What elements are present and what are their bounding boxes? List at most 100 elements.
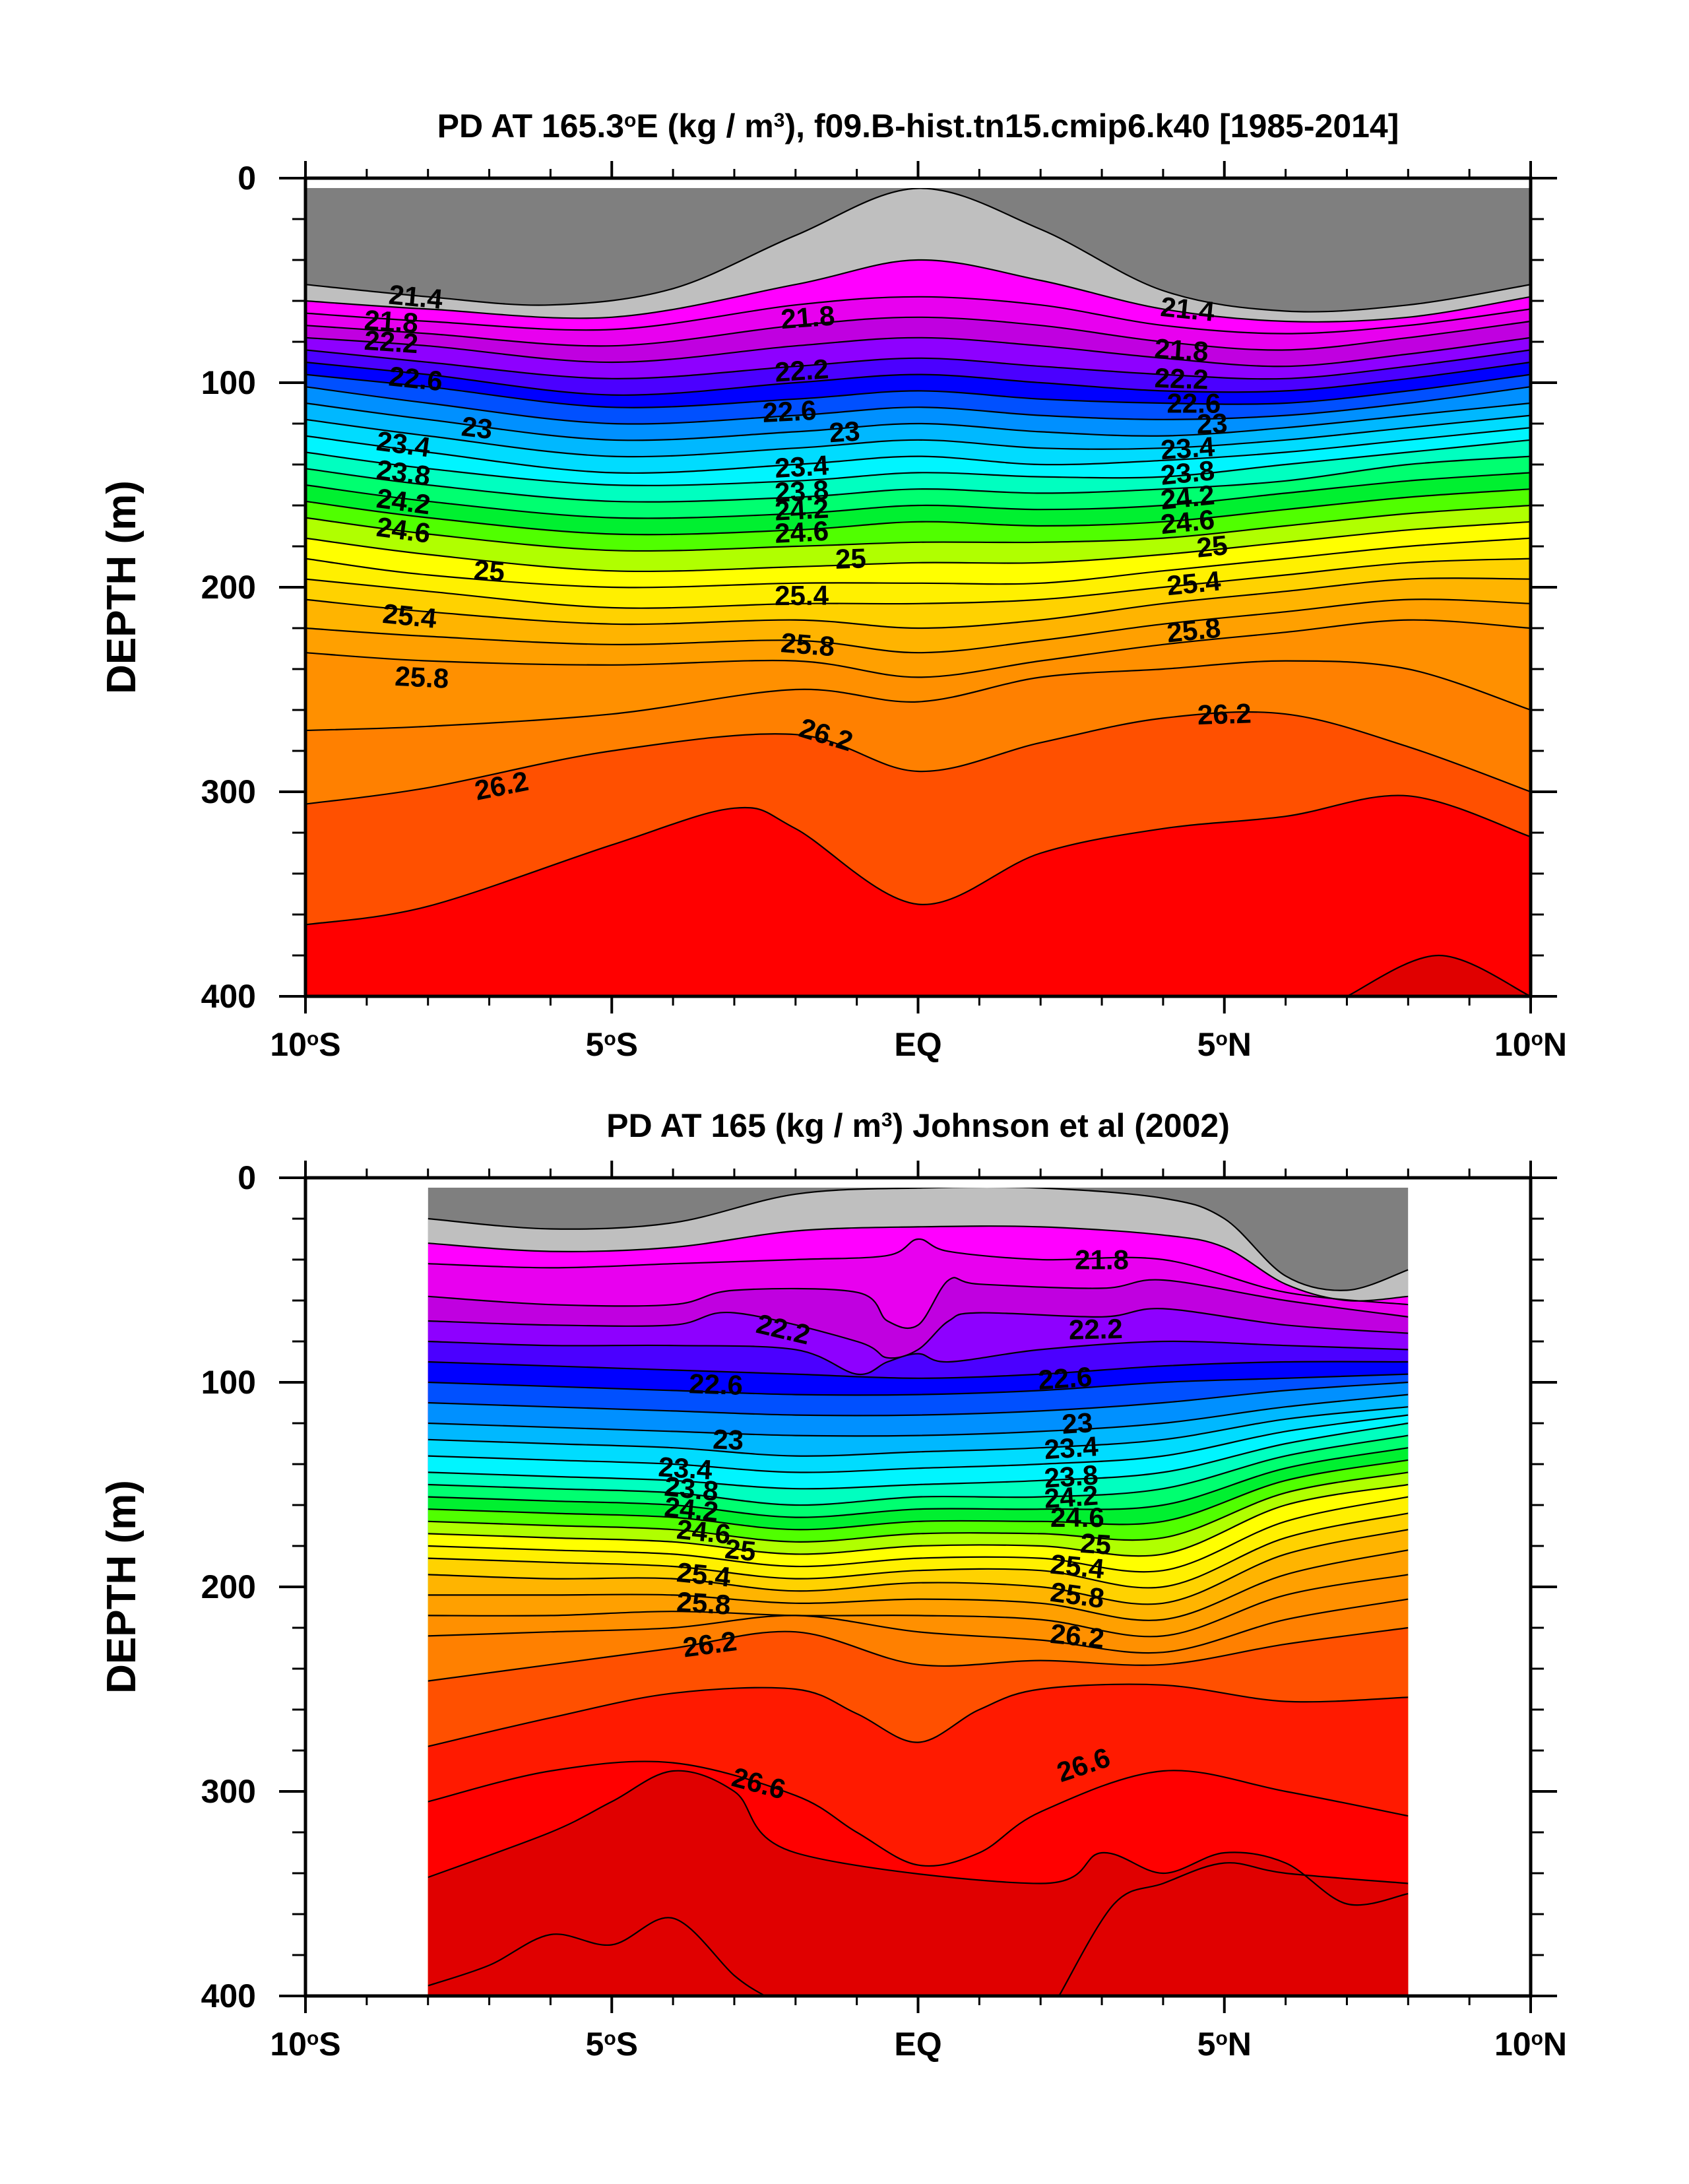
contour-label: 24.2 [375, 482, 432, 520]
x-tick-label: EQ [894, 2026, 941, 2063]
contour-line-23.8 [428, 1422, 1409, 1490]
contour-label: 25.4 [676, 1557, 733, 1593]
contour-line-22.4 [428, 1340, 1409, 1376]
x-tick-label: 10oN [1494, 1026, 1567, 1063]
contour-line-24.4 [305, 488, 1531, 536]
y-tick-label: 100 [201, 364, 256, 401]
contour-label: 24.6 [676, 1514, 732, 1550]
contour-label: 23.4 [657, 1451, 713, 1485]
contour-line-22.2 [305, 337, 1531, 368]
contour-label: 24.6 [1159, 503, 1216, 540]
contour-line-21.8 [305, 296, 1531, 335]
contour-line-26.0 [305, 660, 1531, 732]
x-tick-label: 10oS [270, 1026, 340, 1063]
contour-line-24.0 [305, 455, 1531, 503]
y-axis-title: DEPTH (m) [99, 1480, 144, 1694]
contour-line-21.4 [428, 1188, 1409, 1291]
contour-label: 23 [1061, 1407, 1094, 1440]
x-tick-label: 5oS [586, 2026, 639, 2063]
contour-line-25.4 [428, 1529, 1409, 1605]
y-tick-label: 0 [238, 1159, 256, 1196]
contour-line-25.4 [305, 577, 1531, 629]
contour-line-26.4 [428, 1683, 1409, 1747]
contour-label: 25.8 [780, 627, 836, 662]
axes: 10oS 5oS EQ 5oN 10oN 0 100 200 300 400 DEPTH (m) [99, 160, 1567, 1063]
contour-label: 26.2 [681, 1625, 738, 1663]
contour-label: 22.6 [761, 395, 817, 428]
x-tick-label: 5oN [1197, 2026, 1252, 2063]
x-tick-label: 5oN [1197, 1026, 1252, 1063]
contour-label: 23.8 [1043, 1459, 1099, 1493]
contour-band-27.0 [428, 1917, 765, 1996]
contour-line-24.8 [428, 1483, 1409, 1557]
contour-line-23.4 [305, 414, 1531, 458]
x-tick-label: 5oS [586, 1026, 639, 1063]
y-tick-label: 0 [238, 160, 256, 197]
contour-field [428, 1188, 1409, 1996]
contour-label: 25 [724, 1533, 757, 1566]
contour-label: 25.8 [1165, 612, 1222, 649]
contour-label: 21.8 [1075, 1244, 1129, 1275]
contour-line-24.6 [305, 504, 1531, 552]
contour-line-26.2 [428, 1626, 1409, 1682]
contour-label: 22.6 [1166, 388, 1221, 419]
contour-line-24.2 [305, 472, 1531, 519]
contour-line-27.0 [1347, 954, 1531, 996]
contour-line-25.2 [305, 558, 1531, 609]
x-tick-label: 10oS [270, 2026, 340, 2063]
contour-label: 25.4 [381, 598, 439, 634]
contour-label: 24.6 [375, 511, 432, 548]
contour-label: 25 [1195, 529, 1229, 563]
x-tick-label: EQ [894, 1026, 941, 1063]
contour-line-27.0 [1058, 1862, 1409, 1996]
contour-line-21.6 [305, 259, 1531, 323]
contour-line-23.2 [305, 402, 1531, 441]
contour-label: 22.2 [364, 325, 420, 359]
contour-line-27.0 [428, 1917, 766, 1996]
contour-label: 23 [713, 1424, 744, 1456]
contour-label: 25.8 [1048, 1576, 1106, 1614]
contour-label: 24.6 [774, 515, 829, 549]
contour-line-21.8 [428, 1238, 1409, 1306]
contour-label: 23.4 [774, 449, 830, 484]
y-tick-label: 200 [201, 1568, 256, 1605]
contour-line-23.0 [428, 1381, 1409, 1417]
contour-band-27.0 [1059, 1863, 1409, 1996]
contour-label: 23 [828, 415, 861, 448]
contour-band-27.0 [1347, 955, 1531, 996]
contour-field [305, 188, 1531, 996]
contour-line-25.2 [428, 1512, 1409, 1589]
contour-line-22.4 [305, 349, 1531, 380]
contour-label: 21.8 [364, 304, 420, 338]
contour-label: 25.8 [394, 660, 449, 694]
contour-line-22.8 [305, 373, 1531, 408]
contour-line-26.2 [305, 711, 1531, 805]
contour-label: 23.8 [1159, 455, 1216, 491]
axes: 10oS 5oS EQ 5oN 10oN 0 100 200 300 400 DEPTH (m) [99, 1159, 1567, 2063]
contour-line-25.6 [305, 598, 1531, 654]
panel-title: PD AT 165 (kg / m3) Johnson et al (2002) [606, 1107, 1230, 1144]
contour-label: 23.4 [1043, 1430, 1099, 1465]
contour-line-26.8 [428, 1770, 1409, 1906]
contour-label: 25 [835, 542, 866, 575]
contour-line-24.0 [428, 1434, 1409, 1506]
contour-label: 26.2 [1197, 697, 1252, 730]
contour-line-23.6 [305, 427, 1531, 474]
contour-line-23.8 [305, 439, 1531, 486]
contour-label: 23.8 [663, 1471, 720, 1507]
contour-label: 23.8 [375, 454, 432, 492]
contour-line-21.6 [428, 1225, 1409, 1302]
y-tick-label: 400 [201, 978, 256, 1015]
contour-line-22.0 [428, 1277, 1409, 1330]
contour-label: 23.4 [375, 425, 433, 463]
contour-label: 22.2 [774, 353, 830, 387]
contour-label: 25 [1079, 1527, 1112, 1560]
contour-line-25.6 [428, 1549, 1409, 1621]
contour-line-26.6 [305, 794, 1531, 926]
contour-label: 21.4 [387, 279, 444, 315]
contour-label: 21.8 [780, 300, 836, 335]
y-axis-title: DEPTH (m) [99, 480, 144, 694]
contour-label: 23.8 [774, 474, 829, 508]
contour-line-25.8 [305, 619, 1531, 678]
contour-line-25.0 [305, 537, 1531, 589]
